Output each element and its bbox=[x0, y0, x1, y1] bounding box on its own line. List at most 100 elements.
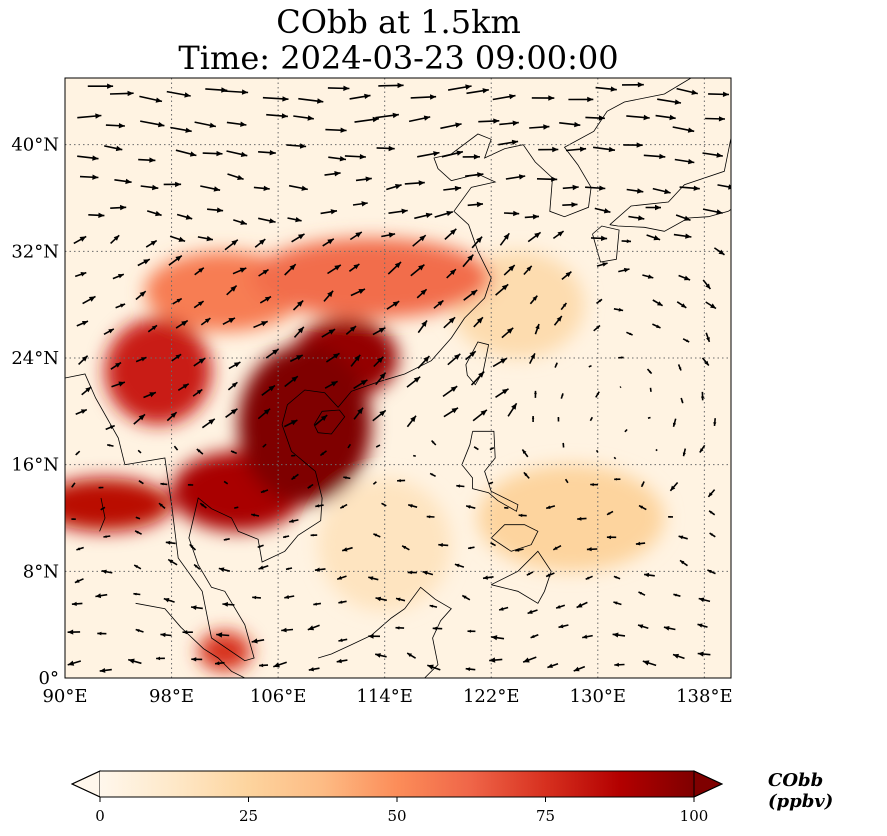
wind-arrow bbox=[441, 150, 464, 158]
wind-arrow bbox=[260, 489, 269, 494]
plume-bay-of-bengal-tongue bbox=[65, 478, 172, 532]
wind-arrow bbox=[310, 533, 318, 537]
wind-arrow bbox=[593, 324, 601, 332]
wind-arrow bbox=[291, 473, 299, 481]
wind-arrow bbox=[585, 115, 605, 121]
wind-arrow bbox=[287, 217, 302, 223]
wind-arrow bbox=[307, 624, 320, 631]
wind-arrow bbox=[562, 184, 579, 191]
wind-arrow bbox=[169, 235, 186, 243]
wind-arrow bbox=[327, 85, 350, 91]
wind-arrow bbox=[555, 604, 566, 609]
coast-andaman bbox=[99, 497, 106, 532]
wind-arrow bbox=[176, 213, 193, 220]
wind-arrow bbox=[628, 215, 645, 221]
wind-arrow bbox=[344, 154, 366, 160]
wind-arrow bbox=[505, 174, 526, 180]
wind-arrow bbox=[467, 201, 484, 208]
wind-arrow bbox=[526, 571, 534, 576]
wind-arrow bbox=[410, 94, 437, 100]
wind-arrow bbox=[325, 352, 340, 363]
wind-arrow bbox=[521, 449, 529, 458]
wind-arrow bbox=[259, 663, 269, 668]
wind-arrow bbox=[606, 510, 614, 516]
wind-arrow bbox=[253, 320, 269, 329]
wind-arrow bbox=[429, 604, 438, 608]
wind-arrow bbox=[495, 388, 509, 398]
wind-arrow bbox=[338, 638, 348, 642]
wind-arrow bbox=[202, 150, 223, 157]
wind-arrow bbox=[443, 407, 459, 418]
wind-arrow bbox=[261, 384, 276, 396]
colorbar-min-extension bbox=[70, 770, 101, 798]
wind-arrow bbox=[350, 288, 366, 297]
wind-arrow bbox=[562, 202, 578, 208]
wind-arrow bbox=[438, 543, 449, 547]
wind-arrow bbox=[635, 541, 646, 546]
wind-arrow bbox=[552, 230, 565, 240]
wind-arrow bbox=[314, 567, 326, 572]
wind-arrow bbox=[292, 300, 304, 311]
wind-arrow bbox=[165, 540, 176, 545]
plume-yangtze-band bbox=[251, 238, 492, 318]
wind-arrow bbox=[353, 407, 364, 420]
wind-arrow bbox=[682, 448, 687, 457]
wind-arrow bbox=[621, 82, 644, 88]
wind-arrow bbox=[675, 214, 691, 222]
wind-arrow bbox=[657, 98, 682, 105]
wind-arrow bbox=[595, 86, 617, 92]
plume-philippine-sea bbox=[477, 464, 665, 572]
wind-arrow bbox=[649, 387, 652, 392]
wind-arrow bbox=[232, 267, 247, 275]
wind-arrow bbox=[638, 591, 646, 596]
wind-arrow bbox=[456, 484, 465, 488]
wind-arrow bbox=[707, 489, 716, 498]
coast-visayas bbox=[490, 524, 539, 552]
wind-arrow bbox=[137, 258, 151, 267]
wind-arrow bbox=[373, 356, 384, 368]
wind-arrow bbox=[76, 546, 84, 551]
wind-arrow bbox=[372, 481, 377, 485]
wind-arrow bbox=[443, 185, 462, 192]
wind-arrow bbox=[702, 208, 723, 215]
wind-arrow bbox=[414, 212, 433, 220]
map-frame bbox=[64, 77, 732, 679]
wind-arrow bbox=[404, 180, 425, 186]
wind-arrow bbox=[140, 184, 159, 191]
wind-arrow bbox=[560, 393, 564, 399]
wind-arrow bbox=[473, 446, 479, 451]
wind-arrow bbox=[624, 428, 628, 433]
wind-arrow bbox=[640, 481, 645, 488]
wind-arrow bbox=[254, 238, 266, 248]
wind-arrow bbox=[314, 414, 328, 426]
wind-arrow bbox=[167, 558, 178, 566]
wind-arrow bbox=[375, 444, 381, 448]
wind-arrow bbox=[349, 231, 363, 241]
wind-arrow bbox=[134, 530, 142, 535]
wind-arrow bbox=[595, 391, 600, 398]
wind-arrow bbox=[189, 543, 197, 551]
wind-arrow bbox=[284, 375, 299, 388]
wind-arrow bbox=[560, 302, 568, 311]
wind-arrow bbox=[652, 299, 664, 307]
wind-arrow bbox=[553, 315, 563, 326]
wind-arrow bbox=[110, 234, 120, 244]
wind-arrow bbox=[669, 481, 679, 492]
wind-arrow bbox=[503, 210, 520, 217]
wind-arrow bbox=[454, 563, 465, 568]
wind-arrow bbox=[348, 263, 360, 272]
wind-arrow bbox=[412, 234, 427, 247]
wind-arrow bbox=[143, 391, 157, 399]
wind-arrow bbox=[225, 408, 238, 418]
colorbar-label: CObb (ppbv) bbox=[768, 770, 834, 812]
wind-arrow bbox=[95, 593, 108, 599]
coast-sumatra bbox=[135, 602, 245, 678]
wind-arrow bbox=[623, 142, 643, 148]
wind-arrow bbox=[592, 146, 616, 153]
wind-arrow bbox=[547, 662, 559, 669]
wind-arrow bbox=[614, 662, 625, 667]
wind-arrow bbox=[626, 188, 644, 194]
wind-arrow bbox=[489, 446, 495, 451]
wind-arrow bbox=[672, 418, 677, 428]
wind-arrow bbox=[652, 323, 661, 329]
